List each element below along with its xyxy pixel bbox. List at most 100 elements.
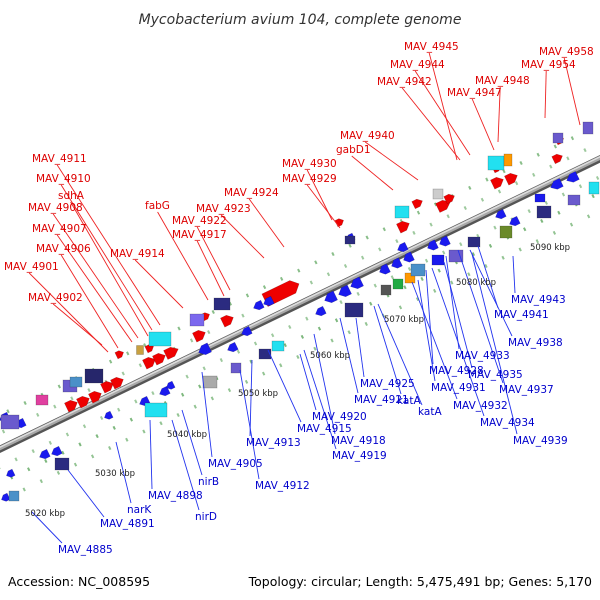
reverse-gene-arrow: [350, 276, 364, 290]
reverse-gene-label: MAV_4913: [246, 437, 301, 449]
reverse-label-leader: [303, 349, 337, 450]
forward-gene-arrow: [443, 193, 455, 205]
reverse-gene-arrow: [397, 241, 409, 253]
feature-box: [552, 132, 564, 144]
reverse-label-leader: [471, 253, 518, 435]
reverse-gene-label: MAV_4938: [508, 337, 563, 349]
reverse-gene-arrow: [338, 284, 352, 298]
forward-gene-label: gabD1: [336, 144, 371, 156]
forward-gene-arrow: [64, 399, 78, 413]
genome-summary: Topology: circular; Length: 5,475,491 bp…: [248, 574, 592, 589]
forward-gene-arrow: [192, 329, 206, 343]
reverse-gene-arrow: [51, 445, 63, 457]
gene-features: [0, 121, 600, 502]
feature-box: [536, 205, 552, 219]
feature-box: [404, 272, 416, 284]
reverse-gene-label: MAV_4937: [499, 384, 554, 396]
reverse-gene-arrow: [198, 342, 212, 356]
forward-label-leader: [52, 213, 139, 339]
forward-label-leader: [248, 198, 285, 248]
reverse-label-leader: [313, 333, 336, 435]
forward-label-leader: [52, 303, 103, 346]
forward-gene-label: MAV_4930: [282, 158, 337, 170]
feature-box: [567, 194, 581, 206]
reverse-gene-arrow: [227, 341, 239, 353]
gene-labels: MAV_4945 MAV_4958 MAV_4944 MAV_4954 MAV_4942…: [4, 41, 594, 556]
reverse-gene-arrow: [403, 251, 415, 263]
reverse-gene-label: MAV_4928: [429, 365, 484, 377]
forward-gene-label: MAV_4901: [4, 261, 59, 273]
label-leader-lines: [28, 52, 581, 544]
reverse-label-leader: [373, 305, 402, 395]
reverse-gene-arrow: [324, 290, 338, 304]
reverse-gene-arrow: [104, 410, 114, 420]
feature-box: [271, 340, 285, 352]
reverse-label-leader: [339, 317, 359, 394]
kbp-scale-label: 5040 kbp: [167, 430, 207, 440]
accession-label: Accession: NC_008595: [8, 574, 151, 589]
feature-box: [394, 205, 410, 219]
reverse-label-leader: [239, 369, 260, 480]
reverse-gene-label: MAV_4885: [58, 544, 113, 556]
reverse-gene-label: nirB: [198, 476, 219, 488]
forward-gene-label: MAV_4944: [390, 59, 445, 71]
feature-box: [487, 155, 505, 171]
feature-box: [136, 345, 144, 355]
forward-label-leader: [471, 98, 495, 151]
reverse-label-leader: [299, 353, 317, 411]
reverse-label-leader: [377, 303, 423, 406]
feature-box: [35, 394, 49, 406]
feature-box: [230, 362, 242, 374]
reverse-gene-label: MAV_4943: [511, 294, 566, 306]
forward-gene-label: MAV_4917: [172, 229, 227, 241]
forward-gene-arrow: [88, 390, 102, 404]
forward-gene-arrow: [435, 199, 451, 213]
feature-box: [189, 313, 205, 327]
track-tick-row: [0, 208, 600, 504]
forward-gene-label: MAV_4954: [521, 59, 576, 71]
reverse-gene-label: MAV_4931: [431, 382, 486, 394]
kbp-scale-label: 5080 kbp: [456, 278, 496, 288]
kbp-scale-labels: 5020 kbp 5030 kbp 5040 kbp 5050 kbp 5060 kbp…: [25, 243, 570, 519]
forward-gene-arrow: [114, 350, 124, 360]
forward-gene-label: MAV_4940: [340, 130, 395, 142]
forward-label-leader: [306, 184, 341, 229]
reverse-gene-arrow: [439, 235, 451, 247]
reverse-gene-arrow: [379, 263, 391, 275]
forward-label-leader: [544, 70, 547, 119]
reverse-gene-arrow: [509, 215, 521, 227]
reverse-gene-arrow: [566, 171, 580, 183]
kbp-scale-label: 5070 kbp: [384, 315, 424, 325]
kbp-scale-label: 5030 kbp: [95, 469, 135, 479]
forward-gene-arrow: [142, 356, 156, 370]
feature-box: [0, 414, 20, 430]
reverse-gene-arrow: [166, 380, 176, 390]
forward-gene-arrow: [163, 346, 179, 360]
feature-box: [54, 457, 70, 471]
feature-box: [431, 254, 445, 266]
feature-box: [534, 193, 546, 203]
reverse-gene-arrow: [253, 299, 265, 311]
forward-gene-label: MAV_4942: [377, 76, 432, 88]
forward-gene-arrow: [152, 352, 166, 366]
forward-label-leader: [157, 211, 209, 301]
forward-gene-label: MAV_4945: [404, 41, 459, 53]
reverse-label-leader: [115, 441, 132, 504]
forward-label-leader: [563, 57, 581, 126]
forward-gene-label: MAV_4922: [172, 215, 227, 227]
reverse-gene-label: MAV_4941: [494, 309, 549, 321]
feature-box: [144, 402, 168, 418]
forward-gene-label: MAV_4947: [447, 87, 502, 99]
forward-label-leader: [364, 141, 419, 181]
reverse-gene-label: MAV_4921: [354, 394, 409, 406]
reverse-gene-label: MAV_4939: [513, 435, 568, 447]
forward-label-leader: [60, 254, 119, 349]
forward-gene-arrow: [334, 218, 344, 228]
forward-label-leader: [60, 184, 153, 331]
reverse-gene-label: nirD: [195, 511, 217, 523]
feature-box: [344, 302, 364, 318]
reverse-gene-arrow: [550, 178, 564, 190]
forward-gene-arrow: [76, 395, 90, 409]
feature-box: [410, 263, 426, 277]
